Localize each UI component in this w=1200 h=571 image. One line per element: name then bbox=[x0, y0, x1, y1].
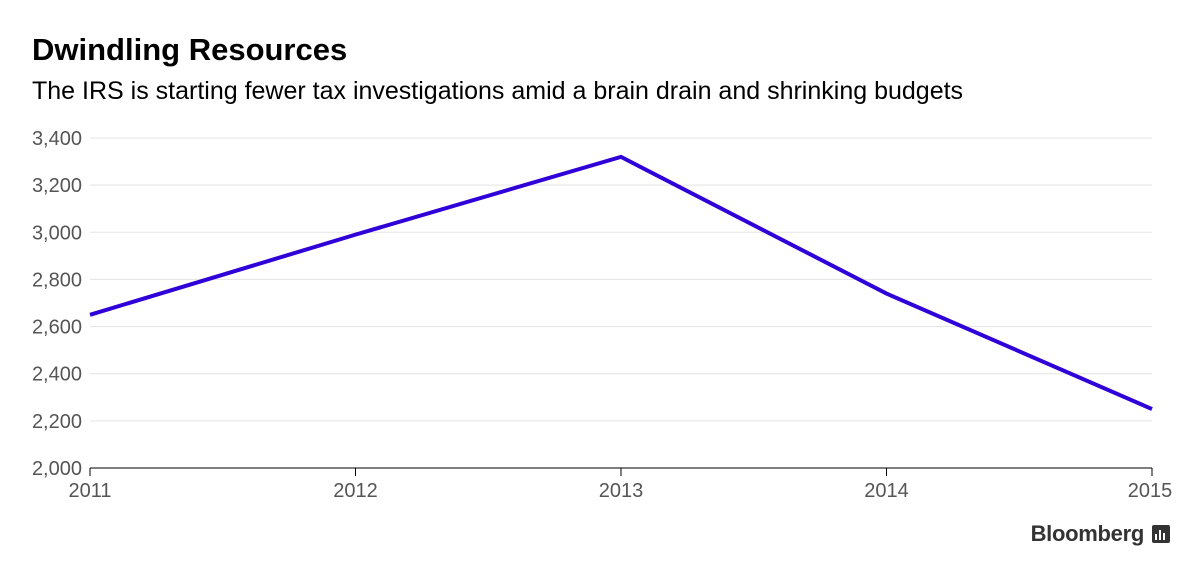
y-tick-label: 3,200 bbox=[32, 175, 82, 197]
x-tick-label: 2012 bbox=[333, 480, 378, 502]
brand: Bloomberg bbox=[1031, 521, 1170, 547]
chart-subtitle: The IRS is starting fewer tax investigat… bbox=[32, 77, 964, 105]
line-chart: 2,000 2,200 2,400 2,600 2,800 3,000 3,200 3,400… bbox=[32, 128, 1173, 502]
y-tick-label: 2,200 bbox=[32, 411, 82, 433]
x-tick-label: 2013 bbox=[599, 480, 644, 502]
x-tick-label: 2015 bbox=[1128, 480, 1173, 502]
series-line bbox=[89, 154, 1153, 411]
x-axis: 2011 2012 2013 2014 2015 bbox=[68, 467, 1173, 502]
bloomberg-terminal-icon bbox=[1152, 525, 1170, 543]
x-tick-label: 2014 bbox=[864, 480, 909, 502]
chart-title: Dwindling Resources bbox=[32, 32, 348, 67]
y-tick-label: 3,400 bbox=[32, 128, 82, 150]
y-tick-label: 2,800 bbox=[32, 269, 82, 291]
series-layer bbox=[89, 154, 1153, 411]
y-tick-label: 2,600 bbox=[32, 317, 82, 339]
x-tick-label: 2011 bbox=[68, 480, 111, 502]
brand-name: Bloomberg bbox=[1030, 521, 1145, 546]
y-axis: 2,000 2,200 2,400 2,600 2,800 3,000 3,200 3,400 bbox=[32, 128, 82, 480]
y-tick-label: 3,000 bbox=[32, 222, 82, 244]
gridlines bbox=[90, 137, 1152, 422]
y-tick-label: 2,000 bbox=[32, 458, 82, 480]
y-tick-label: 2,400 bbox=[32, 364, 82, 386]
